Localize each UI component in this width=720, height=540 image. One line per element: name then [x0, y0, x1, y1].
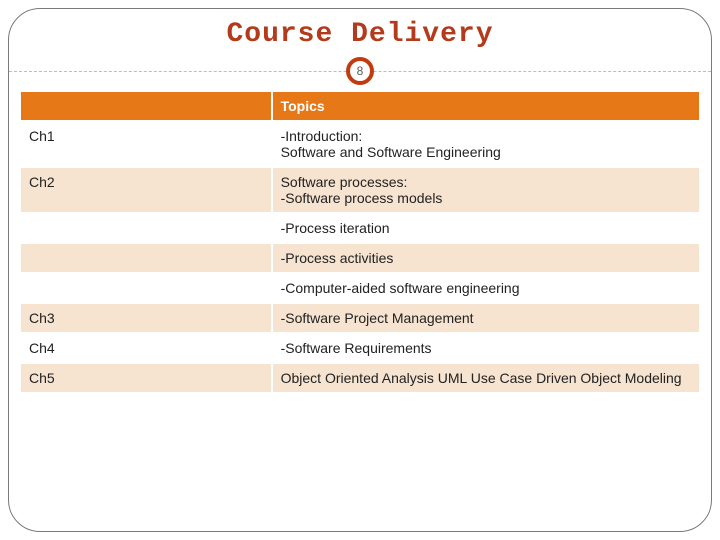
cell-chapter [20, 213, 272, 243]
cell-topic: Object Oriented Analysis UML Use Case Dr… [272, 363, 700, 393]
cell-chapter: Ch2 [20, 167, 272, 213]
topics-table: Topics Ch1-Introduction: Software and So… [19, 90, 701, 394]
table-row: Ch4-Software Requirements [20, 333, 700, 363]
table-row: Ch3-Software Project Management [20, 303, 700, 333]
cell-chapter: Ch1 [20, 121, 272, 167]
table-body: Ch1-Introduction: Software and Software … [20, 121, 700, 393]
slide-title: Course Delivery [9, 9, 711, 56]
page-number: 8 [357, 64, 364, 78]
table-header-row: Topics [20, 91, 700, 121]
cell-topic: Software processes: -Software process mo… [272, 167, 700, 213]
cell-chapter: Ch3 [20, 303, 272, 333]
cell-chapter [20, 273, 272, 303]
table-header-chapter [20, 91, 272, 121]
cell-topic: -Computer-aided software engineering [272, 273, 700, 303]
table-row: Ch1-Introduction: Software and Software … [20, 121, 700, 167]
cell-chapter: Ch4 [20, 333, 272, 363]
cell-topic: -Process iteration [272, 213, 700, 243]
cell-topic: -Introduction: Software and Software Eng… [272, 121, 700, 167]
table-row: Ch2Software processes: -Software process… [20, 167, 700, 213]
cell-chapter: Ch5 [20, 363, 272, 393]
cell-topic: -Process activities [272, 243, 700, 273]
slide-frame: Course Delivery 8 Topics Ch1-Introductio… [8, 8, 712, 532]
table-row: -Computer-aided software engineering [20, 273, 700, 303]
table-row: Ch5Object Oriented Analysis UML Use Case… [20, 363, 700, 393]
cell-topic: -Software Project Management [272, 303, 700, 333]
cell-chapter [20, 243, 272, 273]
table-row: -Process activities [20, 243, 700, 273]
page-number-badge: 8 [346, 57, 374, 85]
table-row: -Process iteration [20, 213, 700, 243]
cell-topic: -Software Requirements [272, 333, 700, 363]
table-header-topics: Topics [272, 91, 700, 121]
divider-row: 8 [9, 56, 711, 86]
